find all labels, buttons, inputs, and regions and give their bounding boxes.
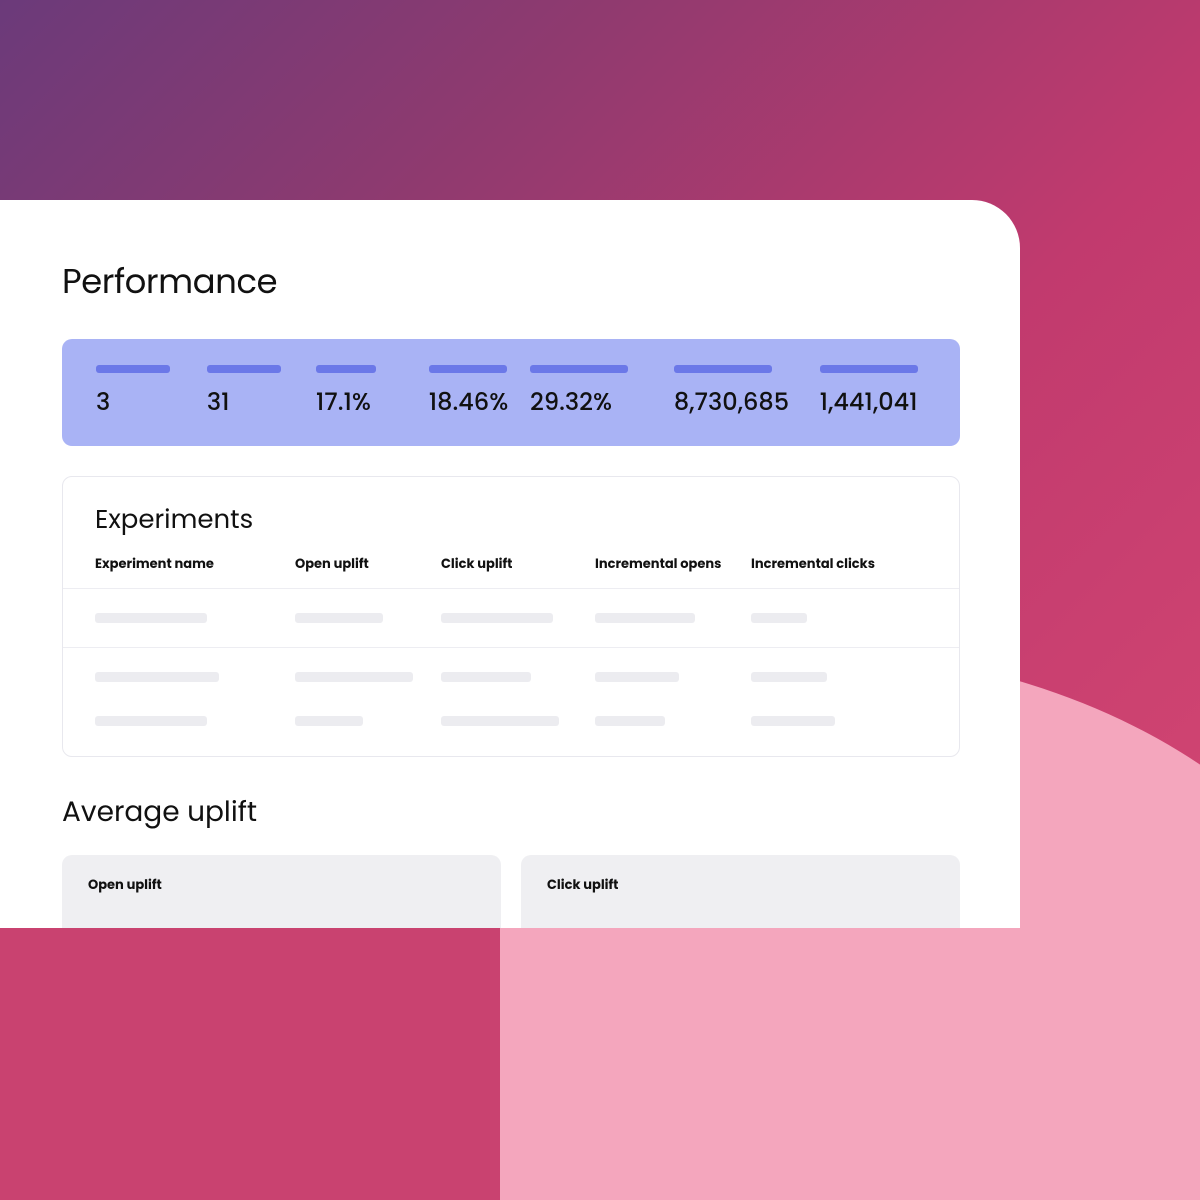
experiments-table: Experiment name Open uplift Click uplift… (63, 554, 959, 730)
dashboard-card: Performance 3 31 17.1% 18.46% 29.32% 8,730,68… (0, 200, 1020, 928)
stat-value: 3 (96, 385, 187, 420)
stat-label-placeholder (429, 365, 507, 373)
experiments-title: Experiments (63, 501, 959, 554)
skeleton-cell (95, 672, 219, 682)
table-row (63, 589, 959, 648)
skeleton-cell (295, 716, 363, 726)
stats-bar: 3 31 17.1% 18.46% 29.32% 8,730,685 1,441,041 (62, 339, 960, 446)
col-incremental-opens: Incremental opens (595, 554, 751, 574)
stat-item: 3 (96, 365, 187, 420)
charts-row: Open uplift Click uplift (62, 855, 960, 928)
skeleton-cell (441, 716, 559, 726)
chart-click-uplift-area (547, 907, 934, 928)
chart-open-uplift-title: Open uplift (88, 875, 475, 895)
skeleton-cell (441, 613, 553, 623)
skeleton-cell (295, 672, 413, 682)
table-header: Experiment name Open uplift Click uplift… (63, 554, 959, 589)
stat-item: 17.1% (316, 365, 409, 420)
average-uplift-title: Average uplift (62, 791, 960, 833)
stat-item: 1,441,041 (820, 365, 926, 420)
chart-bars (547, 907, 934, 928)
stat-value: 17.1% (316, 385, 409, 420)
stat-label-placeholder (207, 365, 281, 373)
stat-label-placeholder (96, 365, 170, 373)
stat-item: 18.46% (429, 365, 510, 420)
col-open-uplift: Open uplift (295, 554, 441, 574)
stat-value: 1,441,041 (820, 385, 926, 420)
skeleton-cell (751, 613, 807, 623)
col-experiment-name: Experiment name (95, 554, 295, 574)
skeleton-cell (295, 613, 383, 623)
stat-label-placeholder (530, 365, 628, 373)
skeleton-cell (751, 716, 835, 726)
chart-click-uplift: Click uplift (521, 855, 960, 928)
experiments-panel: Experiments Experiment name Open uplift … (62, 476, 960, 757)
col-incremental-clicks: Incremental clicks (751, 554, 927, 574)
col-click-uplift: Click uplift (441, 554, 595, 574)
stat-value: 29.32% (530, 385, 654, 420)
stat-value: 31 (207, 385, 296, 420)
stat-label-placeholder (674, 365, 772, 373)
stat-item: 29.32% (530, 365, 654, 420)
skeleton-cell (595, 716, 665, 726)
chart-click-uplift-title: Click uplift (547, 875, 934, 895)
skeleton-cell (95, 613, 207, 623)
skeleton-cell (595, 672, 679, 682)
stat-item: 8,730,685 (674, 365, 800, 420)
chart-open-uplift-area (88, 907, 475, 928)
page-title: Performance (62, 256, 960, 307)
skeleton-cell (595, 613, 695, 623)
skeleton-cell (95, 716, 207, 726)
stat-item: 31 (207, 365, 296, 420)
stat-label-placeholder (316, 365, 376, 373)
chart-bars (88, 907, 475, 928)
skeleton-cell (751, 672, 827, 682)
stat-label-placeholder (820, 365, 918, 373)
chart-open-uplift: Open uplift (62, 855, 501, 928)
skeleton-cell (441, 672, 531, 682)
stat-value: 18.46% (429, 385, 510, 420)
stat-value: 8,730,685 (674, 385, 800, 420)
table-row (63, 648, 959, 730)
